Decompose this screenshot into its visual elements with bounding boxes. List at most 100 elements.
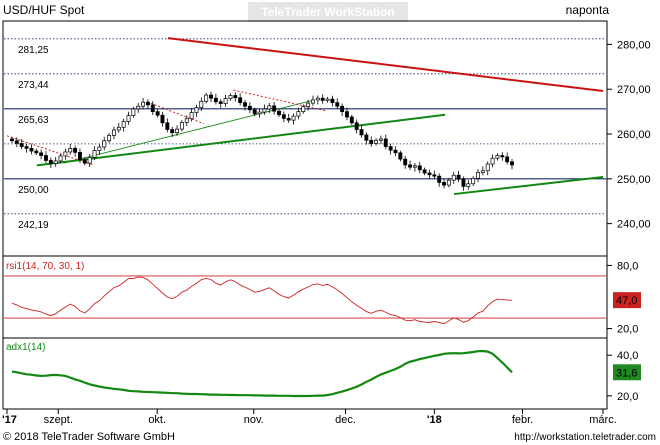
candle-body bbox=[286, 117, 291, 121]
rsi-tick-label: 80,0 bbox=[617, 260, 638, 272]
candle-body bbox=[476, 172, 480, 179]
rsi-current-badge bbox=[613, 292, 641, 309]
candle-body bbox=[48, 160, 53, 164]
candle-body bbox=[446, 179, 451, 186]
watermark: TeleTrader WorkStation bbox=[261, 5, 395, 19]
candle-body bbox=[325, 98, 330, 101]
hline-label-1: 273,44 bbox=[18, 80, 49, 91]
copyright: © 2018 TeleTrader Software GmbH bbox=[3, 431, 175, 443]
candle-body bbox=[252, 109, 257, 115]
candle-body bbox=[141, 101, 146, 107]
candle-body bbox=[29, 148, 34, 152]
candle-body bbox=[10, 138, 14, 142]
candle-body bbox=[170, 129, 175, 134]
candle-body bbox=[58, 155, 63, 162]
candle-body bbox=[150, 104, 155, 112]
candle-body bbox=[466, 183, 471, 187]
trendline-support-1 bbox=[36, 113, 446, 167]
candle-body bbox=[44, 155, 48, 161]
price-candles bbox=[10, 91, 514, 191]
price-tick-label: 250,00 bbox=[617, 174, 651, 186]
hline-label-2: 265,63 bbox=[18, 115, 49, 126]
candle-body bbox=[228, 95, 233, 99]
candle-body bbox=[218, 101, 223, 104]
rsi-panel bbox=[2, 255, 608, 339]
candle-body bbox=[311, 99, 315, 104]
header: TeleTrader WorkStation USD/HUF Spot napo… bbox=[3, 2, 609, 22]
candle-body bbox=[412, 165, 417, 168]
watermark-box bbox=[248, 2, 408, 22]
candle-body bbox=[73, 148, 78, 153]
candle-body bbox=[243, 102, 247, 107]
candle-body bbox=[53, 160, 58, 164]
candle-body bbox=[209, 94, 213, 99]
candle-body bbox=[145, 101, 150, 106]
price-panel bbox=[2, 20, 608, 257]
hline-label-3: 250,00 bbox=[18, 185, 49, 196]
rsi-grid bbox=[4, 275, 606, 319]
candle-body bbox=[422, 169, 427, 174]
x-tick-label: okt. bbox=[148, 414, 166, 426]
candle-body bbox=[510, 161, 514, 166]
adx-current-value: 31,6 bbox=[616, 367, 637, 379]
candle-body bbox=[116, 126, 121, 131]
candle-body bbox=[179, 122, 184, 130]
candle-body bbox=[92, 150, 97, 158]
adx-tick-label: 40,0 bbox=[617, 350, 638, 362]
candle-body bbox=[238, 97, 243, 104]
candle-body bbox=[213, 97, 218, 103]
price-tick-label: 260,00 bbox=[617, 129, 651, 141]
candle-body bbox=[82, 159, 87, 164]
adx-series bbox=[11, 349, 513, 398]
candle-body bbox=[257, 111, 262, 115]
candle-body bbox=[364, 134, 369, 141]
candle-body bbox=[277, 110, 281, 116]
candle-body bbox=[335, 102, 340, 107]
adx-title: adx1(14) bbox=[6, 342, 45, 353]
x-tick-label: márc. bbox=[589, 414, 617, 426]
price-tick-label: 280,00 bbox=[617, 39, 651, 51]
candle-body bbox=[301, 106, 306, 112]
candle-body bbox=[233, 95, 238, 99]
candle-body bbox=[505, 156, 510, 163]
footer-url: http://workstation.teletrader.com bbox=[514, 432, 656, 443]
candle-body bbox=[126, 115, 131, 122]
trendline-support-2 bbox=[453, 176, 604, 196]
candle-body bbox=[262, 108, 267, 113]
candle-body bbox=[247, 105, 252, 111]
candle-body bbox=[480, 170, 485, 173]
candle-body bbox=[374, 139, 379, 144]
candle-body bbox=[136, 105, 141, 110]
candle-body bbox=[417, 165, 422, 171]
candle-body bbox=[393, 149, 398, 154]
candle-body bbox=[194, 107, 199, 113]
x-tick-label: febr. bbox=[512, 414, 533, 426]
candle-body bbox=[349, 116, 354, 124]
price-tick-label: 270,00 bbox=[617, 84, 651, 96]
candle-body bbox=[97, 146, 102, 151]
candle-body bbox=[34, 150, 39, 154]
period-label: naponta bbox=[566, 3, 610, 17]
candle-body bbox=[63, 151, 68, 157]
x-tick-label: nov. bbox=[244, 414, 264, 426]
adx-axis: 40,0 20,0 31,6 bbox=[607, 350, 641, 403]
hline-label-4: 242,19 bbox=[18, 220, 49, 231]
candle-body bbox=[223, 98, 228, 104]
rsi-line bbox=[11, 276, 513, 325]
candle-body bbox=[267, 105, 272, 110]
candle-body bbox=[78, 152, 82, 160]
trendline-support_minor-3 bbox=[63, 100, 312, 164]
adx-panel bbox=[2, 337, 608, 410]
candle-body bbox=[204, 94, 209, 102]
candle-body bbox=[378, 138, 383, 141]
x-tick-label: '18 bbox=[427, 414, 442, 426]
adx-current-badge bbox=[613, 364, 641, 381]
candle-body bbox=[291, 115, 296, 121]
x-tick-label: '17 bbox=[2, 414, 17, 426]
candle-body bbox=[388, 146, 393, 151]
candle-body bbox=[175, 128, 179, 134]
candle-body bbox=[199, 100, 204, 108]
candle-body bbox=[383, 138, 388, 147]
candle-body bbox=[340, 105, 345, 112]
candle-body bbox=[315, 97, 320, 101]
